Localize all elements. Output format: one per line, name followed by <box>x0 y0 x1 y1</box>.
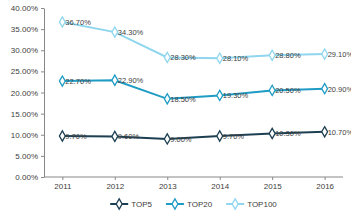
y-tick-label: 40.00% <box>11 4 38 13</box>
x-tick-mark <box>62 177 63 180</box>
data-label: 19.30% <box>223 91 249 100</box>
y-tick-mark <box>41 8 44 9</box>
legend-item: TOP100 <box>226 199 277 209</box>
x-tick-label: 2016 <box>316 182 334 191</box>
data-label: 20.90% <box>328 85 351 94</box>
y-tick-label: 10.00% <box>11 131 38 140</box>
data-label: 20.50% <box>275 86 301 95</box>
data-label: 10.70% <box>328 128 351 137</box>
plot-area <box>59 17 327 144</box>
y-tick-label: 20.00% <box>11 89 38 98</box>
y-axis-line <box>44 9 45 178</box>
x-tick: 2015 <box>264 177 282 191</box>
data-labels: 9.70% 9.60% 9.00% 9.70% 10.30% 10.70% 22.70% 22… <box>65 18 351 144</box>
x-tick-label: 2011 <box>54 182 72 191</box>
y-tick: 5.00% <box>15 152 44 161</box>
data-label: 9.70% <box>223 132 245 141</box>
data-label: 18.50% <box>170 95 196 104</box>
legend-label: TOP100 <box>247 200 277 209</box>
legend-marker <box>116 199 122 209</box>
y-tick-label: 5.00% <box>15 152 38 161</box>
x-tick: 2014 <box>211 177 229 191</box>
y-tick-label: 25.00% <box>11 67 38 76</box>
y-tick: 30.00% <box>11 46 44 55</box>
data-label: 22.70% <box>65 77 91 86</box>
data-label: 36.70% <box>65 18 91 27</box>
y-tick: 15.00% <box>11 110 44 119</box>
x-tick-label: 2014 <box>211 182 229 191</box>
y-tick-label: 0.00% <box>15 173 38 182</box>
legend-label: TOP5 <box>131 200 152 209</box>
x-axis: 2011 2012 2013 2014 2015 2016 <box>44 177 343 191</box>
x-tick: 2011 <box>54 177 72 191</box>
y-tick-label: 30.00% <box>11 46 38 55</box>
data-label: 10.30% <box>275 129 301 138</box>
legend-marker <box>232 199 238 209</box>
y-tick: 20.00% <box>11 89 44 98</box>
x-axis-line <box>44 177 343 178</box>
legend-item: TOP20 <box>166 199 213 209</box>
x-tick-mark <box>115 177 116 180</box>
data-label: 34.30% <box>118 28 144 37</box>
chart: 0.00% 5.00% 10.00% 15.00% 20.00% 25.00% 30.00%… <box>0 0 351 213</box>
data-label: 28.30% <box>170 53 196 62</box>
x-tick-label: 2013 <box>159 182 177 191</box>
legend-item: TOP5 <box>110 199 152 209</box>
y-tick-mark <box>41 93 44 94</box>
y-tick: 40.00% <box>11 4 44 13</box>
x-tick-label: 2012 <box>106 182 124 191</box>
y-tick-mark <box>41 177 44 178</box>
y-tick-label: 15.00% <box>11 110 38 119</box>
data-label: 9.60% <box>118 132 140 141</box>
data-label: 22.90% <box>118 76 144 85</box>
y-tick-label: 35.00% <box>11 25 38 34</box>
x-tick-mark <box>272 177 273 180</box>
x-tick-label: 2015 <box>264 182 282 191</box>
data-label: 9.70% <box>65 132 87 141</box>
y-tick-mark <box>41 156 44 157</box>
x-tick: 2012 <box>106 177 124 191</box>
y-tick-mark <box>41 114 44 115</box>
x-tick: 2016 <box>316 177 334 191</box>
y-tick-mark <box>41 29 44 30</box>
x-tick: 2013 <box>159 177 177 191</box>
y-tick-mark <box>41 71 44 72</box>
data-label: 28.80% <box>275 51 301 60</box>
x-tick-mark <box>325 177 326 180</box>
x-tick-mark <box>167 177 168 180</box>
x-tick-mark <box>220 177 221 180</box>
data-label: 28.10% <box>223 54 249 63</box>
y-tick: 35.00% <box>11 25 44 34</box>
y-tick: 10.00% <box>11 131 44 140</box>
y-tick-mark <box>41 50 44 51</box>
data-label: 29.10% <box>328 50 351 59</box>
data-label: 9.00% <box>170 135 192 144</box>
legend-label: TOP20 <box>187 200 213 209</box>
y-tick: 0.00% <box>15 173 44 182</box>
y-axis: 0.00% 5.00% 10.00% 15.00% 20.00% 25.00% 30.00%… <box>11 4 45 182</box>
y-tick-mark <box>41 135 44 136</box>
legend: TOP5 TOP20 TOP100 <box>110 199 277 209</box>
legend-marker <box>172 199 178 209</box>
y-tick: 25.00% <box>11 67 44 76</box>
